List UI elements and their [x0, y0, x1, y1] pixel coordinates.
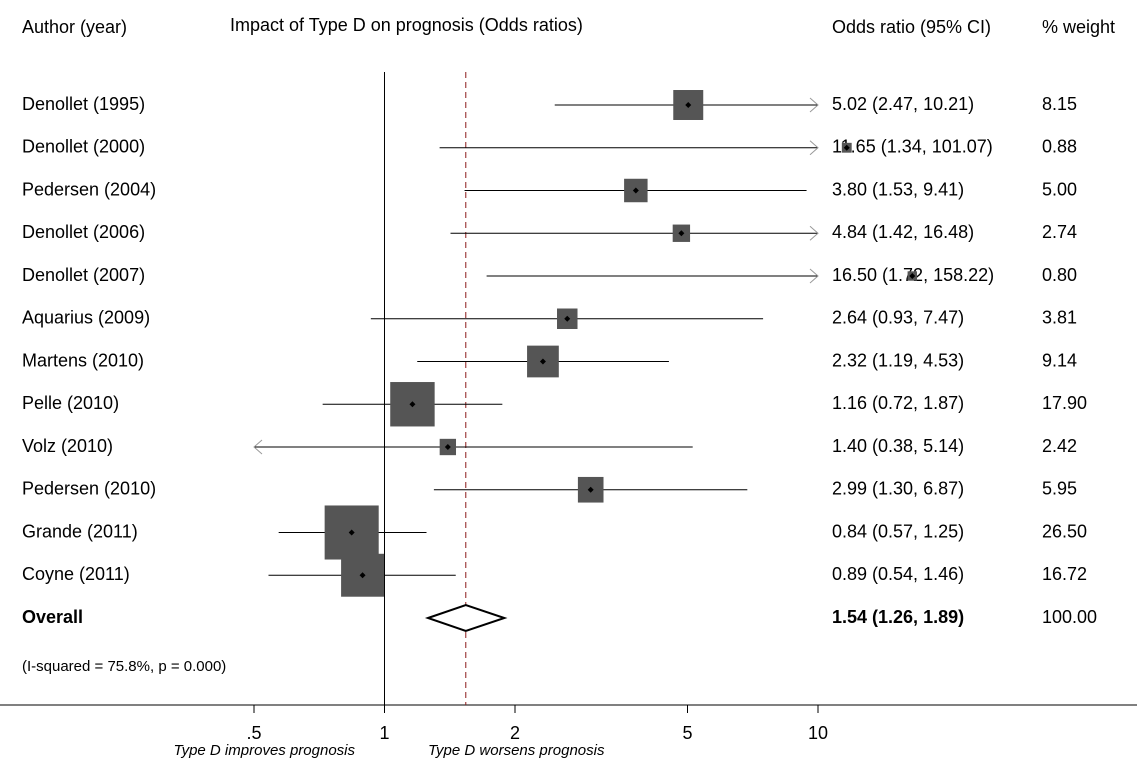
weight-label: 0.88 [1042, 137, 1077, 157]
study-name: Aquarius (2009) [22, 308, 150, 328]
ci-label: 3.80 (1.53, 9.41) [832, 179, 964, 199]
x-tick-label: 10 [808, 723, 828, 743]
weight-label: 2.74 [1042, 222, 1077, 242]
ci-label: 5.02 (2.47, 10.21) [832, 94, 974, 114]
study-name: Grande (2011) [22, 521, 138, 541]
study-name: Volz (2010) [22, 436, 113, 456]
ci-label: 2.32 (1.19, 4.53) [832, 350, 964, 370]
column-header: % weight [1042, 17, 1115, 37]
ci-label: 0.84 (0.57, 1.25) [832, 521, 964, 541]
study-name: Pedersen (2010) [22, 479, 156, 499]
point-estimate [632, 187, 639, 194]
study-name: Denollet (2000) [22, 137, 145, 157]
ci-label: 11.65 (1.34, 101.07) [832, 137, 993, 157]
study-name: Pedersen (2004) [22, 179, 156, 199]
ci-arrow [809, 97, 819, 113]
column-header: Impact of Type D on prognosis (Odds rati… [230, 15, 583, 35]
study-name: Denollet (1995) [22, 94, 145, 114]
x-tick-label: 2 [510, 723, 520, 743]
study-name: Pelle (2010) [22, 393, 119, 413]
point-estimate [444, 444, 451, 450]
ci-label: 2.64 (0.93, 7.47) [832, 308, 964, 328]
weight-label: 8.15 [1042, 94, 1077, 114]
ci-label: 1.16 (0.72, 1.87) [832, 393, 964, 413]
x-tick-label: .5 [246, 723, 261, 743]
column-header: Odds ratio (95% CI) [832, 17, 991, 37]
x-tick-label: 5 [682, 723, 692, 743]
point-estimate [564, 315, 571, 322]
point-estimate [587, 486, 594, 493]
ci-label: 4.84 (1.42, 16.48) [832, 222, 974, 242]
point-estimate [909, 273, 916, 279]
column-header: Author (year) [22, 17, 127, 37]
weight-label: 5.00 [1042, 179, 1077, 199]
ci-arrow [809, 268, 819, 284]
point-estimate [539, 358, 546, 365]
overall-label: Overall [22, 607, 83, 627]
weight-label: 2.42 [1042, 436, 1077, 456]
point-estimate [359, 572, 366, 579]
weight-label: 5.95 [1042, 479, 1077, 499]
study-name: Denollet (2006) [22, 222, 145, 242]
point-estimate [843, 144, 850, 151]
x-label: Type D worsens prognosis [428, 742, 605, 759]
ci-arrow [253, 439, 263, 455]
study-name: Martens (2010) [22, 350, 144, 370]
study-name: Denollet (2007) [22, 265, 145, 285]
x-tick-label: 1 [379, 723, 389, 743]
ci-arrow [809, 140, 819, 156]
weight-label: 3.81 [1042, 308, 1077, 328]
study-name: Coyne (2011) [22, 564, 130, 584]
overall-ci-label: 1.54 (1.26, 1.89) [832, 607, 964, 627]
x-label: Type D improves prognosis [174, 742, 356, 759]
weight-label: 26.50 [1042, 521, 1087, 541]
ci-label: 2.99 (1.30, 6.87) [832, 479, 964, 499]
point-estimate [348, 529, 355, 536]
point-estimate [678, 230, 685, 237]
overall-diamond [424, 603, 508, 633]
weight-label: 9.14 [1042, 350, 1077, 370]
point-estimate [409, 401, 416, 408]
weight-label: 17.90 [1042, 393, 1087, 413]
ci-label: 0.89 (0.54, 1.46) [832, 564, 964, 584]
point-estimate [685, 102, 692, 108]
heterogeneity-note: (I-squared = 75.8%, p = 0.000) [22, 658, 226, 675]
ci-label: 1.40 (0.38, 5.14) [832, 436, 964, 456]
ci-arrow [809, 225, 819, 241]
weight-label: 16.72 [1042, 564, 1087, 584]
overall-weight-label: 100.00 [1042, 607, 1097, 627]
weight-label: 0.80 [1042, 265, 1077, 285]
